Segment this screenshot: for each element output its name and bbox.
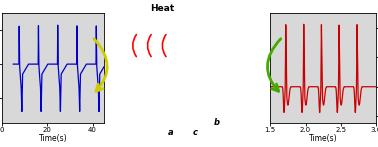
FancyArrowPatch shape [94,39,107,91]
X-axis label: Time(s): Time(s) [309,134,338,143]
FancyArrowPatch shape [267,39,281,91]
Text: c: c [193,128,198,137]
Text: a: a [168,128,174,137]
Text: b: b [214,117,220,127]
Text: Heat: Heat [150,4,175,13]
X-axis label: Time(s): Time(s) [39,134,67,143]
